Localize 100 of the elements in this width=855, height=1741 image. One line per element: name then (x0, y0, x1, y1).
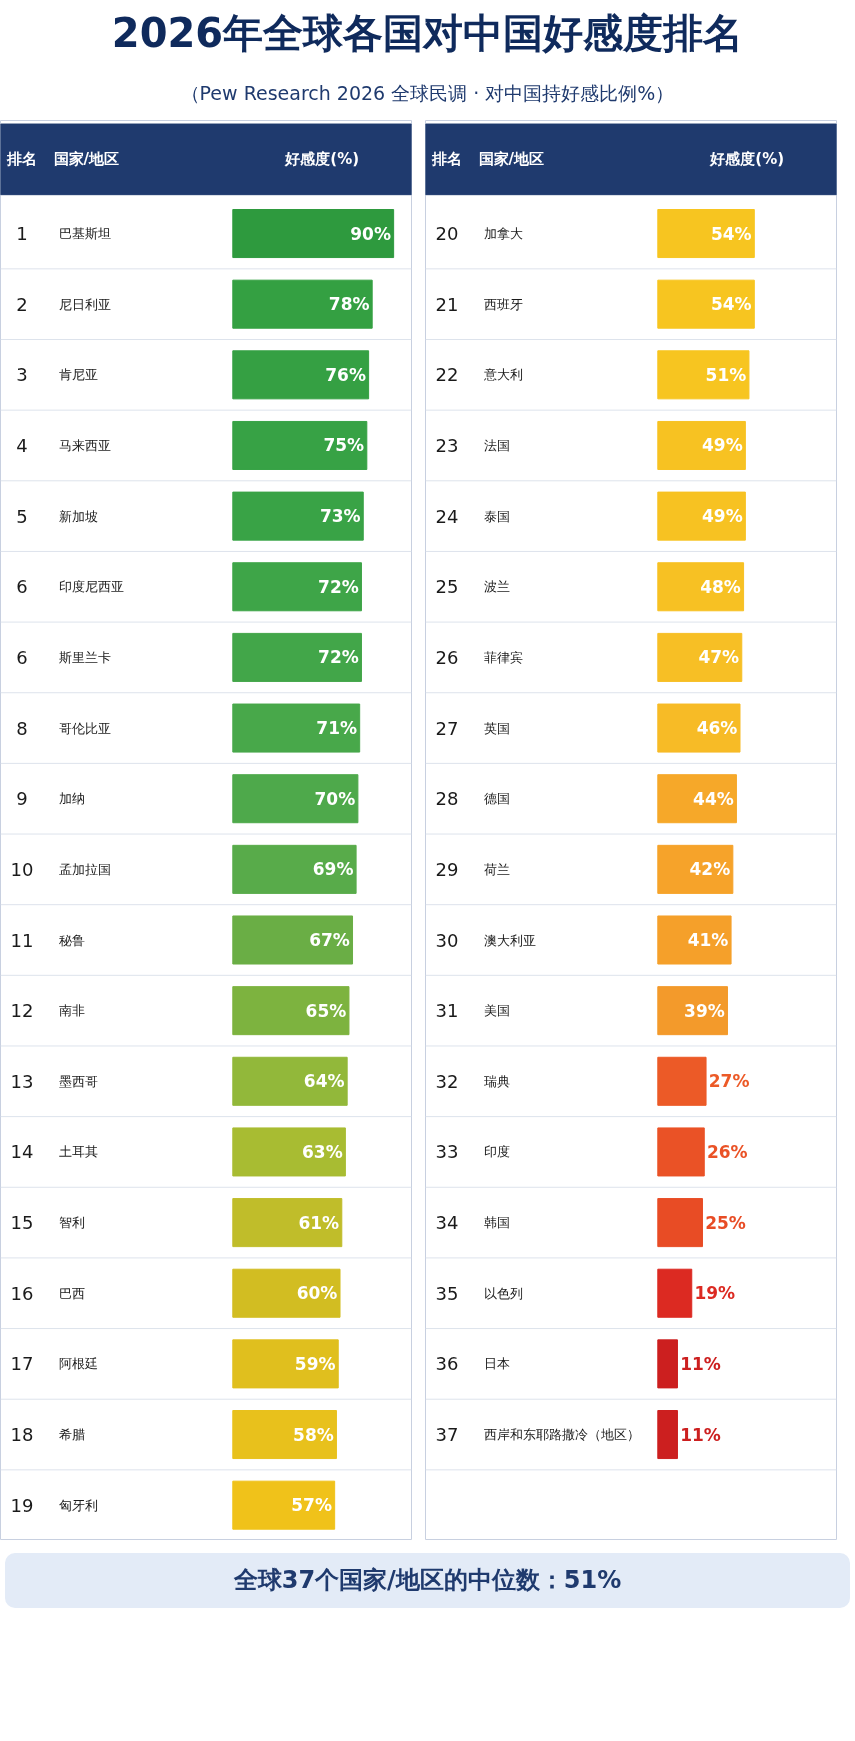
text: 32 (435, 1071, 459, 1093)
text: 31 (435, 1000, 459, 1022)
x-axis-title: 好感度(%) (284, 150, 360, 169)
x-axis-title: 好感度(%) (709, 150, 785, 169)
bar (657, 1057, 707, 1107)
category-label: 斯里兰卡 (59, 650, 112, 666)
bar (232, 421, 368, 471)
text: 6 (16, 576, 28, 598)
category-label: 美国 (484, 1003, 511, 1019)
data-label: 41% (687, 930, 729, 951)
data-label: 59% (294, 1354, 336, 1375)
text: 3 (16, 364, 28, 386)
bar (657, 421, 746, 471)
bar (232, 209, 395, 259)
data-label: 90% (350, 223, 391, 244)
category-label: 以色列 (484, 1286, 524, 1302)
data-label: 54% (710, 223, 752, 244)
category-label: 加拿大 (484, 226, 524, 242)
data-label: 11% (680, 1354, 721, 1375)
text: 14 (10, 1141, 34, 1163)
text: 12 (10, 1000, 34, 1022)
data-label: 75% (323, 435, 365, 456)
text: 30 (435, 929, 459, 951)
data-label: 11% (680, 1424, 721, 1445)
data-label: 63% (302, 1142, 343, 1163)
category-label: 西班牙 (484, 296, 524, 312)
bar (232, 1057, 348, 1107)
text: 10 (10, 859, 34, 881)
bar (232, 845, 357, 895)
category-label: 泰国 (484, 508, 511, 524)
text: 排名 (430, 150, 462, 169)
data-label: 73% (319, 506, 361, 527)
data-label: 27% (708, 1071, 750, 1092)
text: 18 (10, 1424, 34, 1446)
bar (232, 1480, 336, 1530)
bar (657, 845, 734, 895)
category-label: 墨西哥 (59, 1074, 99, 1090)
bar (232, 1339, 339, 1389)
category-label: 波兰 (484, 579, 511, 595)
category-label: 法国 (484, 438, 511, 454)
bar (657, 1269, 693, 1319)
text: 36 (435, 1353, 459, 1375)
bar (657, 1198, 703, 1248)
category-label: 荷兰 (484, 862, 511, 878)
bar (232, 915, 354, 965)
bar (232, 633, 362, 683)
bar (657, 1339, 678, 1389)
category-label: 巴基斯坦 (59, 226, 112, 242)
category-label: 印度 (484, 1144, 511, 1160)
data-label: 54% (710, 294, 752, 315)
bar (657, 1127, 705, 1177)
data-label: 44% (693, 788, 734, 809)
category-label: 尼日利亚 (59, 296, 112, 312)
category-label: 印度尼西亚 (59, 579, 125, 595)
text: 20 (435, 223, 459, 245)
category-label: 新加坡 (59, 508, 99, 524)
text: 2 (16, 293, 28, 315)
category-label: 阿根廷 (59, 1356, 99, 1372)
bar (232, 703, 361, 753)
data-label: 19% (694, 1283, 736, 1304)
data-label: 78% (328, 294, 370, 315)
category-label: 德国 (484, 791, 511, 807)
bar (232, 986, 350, 1036)
bar (232, 1198, 343, 1248)
category-label: 日本 (484, 1356, 511, 1372)
text: 27 (435, 717, 459, 739)
bar (232, 1127, 346, 1177)
text: 28 (435, 788, 459, 810)
data-label: 72% (318, 647, 359, 668)
category-label: 菲律宾 (484, 650, 524, 666)
text: 22 (435, 364, 459, 386)
data-label: 42% (689, 859, 731, 880)
text: 11 (10, 929, 34, 951)
bar (232, 279, 373, 329)
data-label: 48% (700, 577, 741, 598)
text: 4 (16, 435, 28, 457)
text: 24 (435, 505, 459, 527)
bar (657, 633, 743, 683)
bar (657, 279, 755, 329)
data-label: 64% (303, 1071, 345, 1092)
text: 1 (16, 223, 28, 245)
data-label: 39% (684, 1000, 725, 1021)
data-label: 69% (312, 859, 354, 880)
text: 13 (10, 1071, 34, 1093)
text: 16 (10, 1283, 34, 1305)
data-label: 70% (314, 788, 356, 809)
text: 6 (16, 647, 28, 669)
text: 33 (435, 1141, 459, 1163)
bar (232, 350, 370, 400)
bar (657, 703, 741, 753)
data-label: 61% (298, 1212, 340, 1233)
category-label: 韩国 (484, 1215, 511, 1231)
data-label: 49% (701, 506, 743, 527)
data-label: 72% (318, 577, 359, 598)
text: 37 (435, 1424, 459, 1446)
y-axis-title: 国家/地区 (478, 150, 545, 169)
text: 29 (435, 859, 459, 881)
bar (657, 986, 728, 1036)
bar (657, 209, 755, 259)
bar (657, 774, 737, 824)
